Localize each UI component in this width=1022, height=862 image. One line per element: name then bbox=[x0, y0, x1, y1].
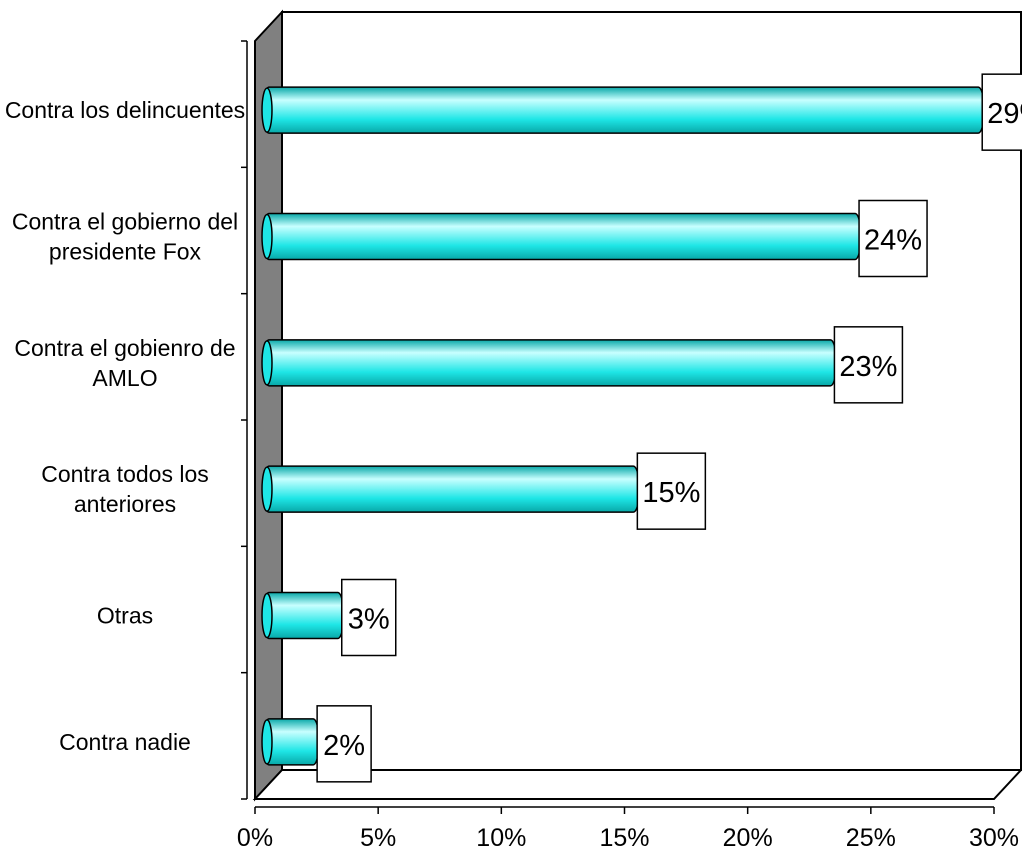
x-tick-label: 30% bbox=[969, 824, 1019, 852]
category-label: AMLO bbox=[92, 365, 157, 391]
data-label: 3% bbox=[348, 604, 390, 636]
bar-cap bbox=[261, 340, 273, 386]
data-label-box bbox=[636, 452, 707, 530]
bar-cap bbox=[261, 592, 273, 639]
category-label: Contra los delincuentes bbox=[5, 97, 245, 123]
category-label: Contra nadie bbox=[59, 729, 191, 755]
data-label-box bbox=[858, 199, 928, 278]
category-label: anteriores bbox=[74, 491, 176, 517]
category-label: Contra el gobienro de bbox=[14, 335, 235, 361]
data-label: 23% bbox=[839, 351, 897, 383]
data-label: 15% bbox=[642, 477, 700, 509]
floor bbox=[252, 769, 1022, 800]
data-label-box bbox=[833, 326, 904, 404]
bar bbox=[262, 212, 862, 261]
data-label: 2% bbox=[323, 730, 365, 762]
axes-group bbox=[241, 40, 995, 814]
data-label: 24% bbox=[864, 225, 922, 257]
labels-group: 29% Contra los delincuentes 24% Contra el g… bbox=[5, 73, 1022, 852]
data-label-box bbox=[316, 705, 372, 783]
bar-cap bbox=[261, 466, 273, 512]
category-label: Contra el gobierno del bbox=[12, 209, 238, 235]
bar bbox=[262, 591, 345, 640]
bars-group bbox=[261, 86, 985, 766]
category-label: presidente Fox bbox=[49, 239, 202, 265]
x-tick-label: 15% bbox=[599, 824, 649, 852]
category-label: Contra todos los bbox=[41, 461, 208, 487]
x-tick-label: 20% bbox=[723, 824, 773, 852]
x-tick-label: 25% bbox=[846, 824, 896, 852]
bar bbox=[262, 86, 985, 134]
bar-cap bbox=[261, 719, 273, 765]
bar bbox=[262, 465, 641, 513]
bar-cap bbox=[261, 213, 273, 260]
x-tick-label: 10% bbox=[476, 824, 526, 852]
x-tick-label: 5% bbox=[360, 824, 396, 852]
category-label: Otras bbox=[97, 603, 153, 629]
data-label-box bbox=[981, 73, 1022, 151]
bar-cap bbox=[261, 87, 273, 133]
x-tick-label: 0% bbox=[237, 824, 273, 852]
bar bbox=[262, 339, 838, 387]
data-label: 29% bbox=[987, 98, 1022, 130]
data-label-box bbox=[341, 578, 397, 657]
